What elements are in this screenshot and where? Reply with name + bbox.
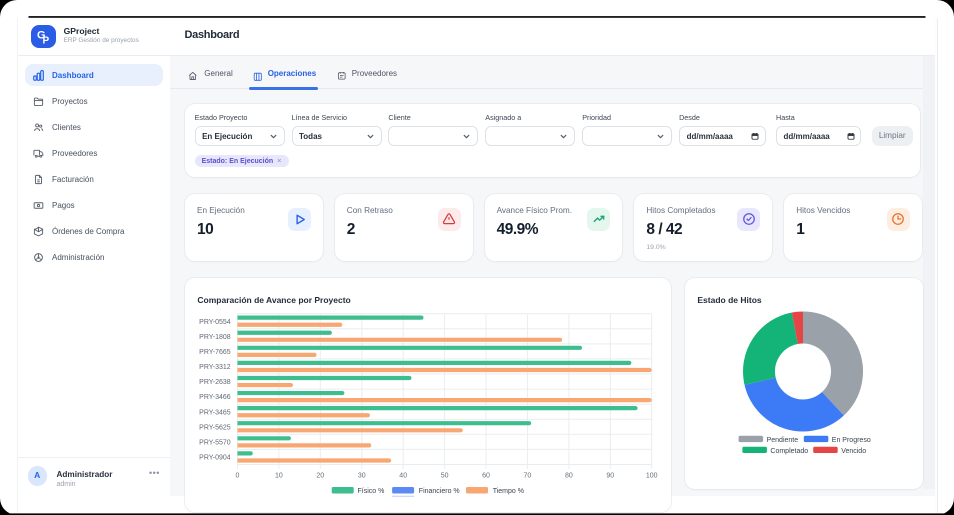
svg-text:80: 80 bbox=[565, 473, 573, 480]
svg-text:PRY-0904: PRY-0904 bbox=[199, 455, 231, 462]
svg-text:60: 60 bbox=[482, 473, 490, 480]
svg-text:Físico %: Físico % bbox=[358, 488, 385, 495]
svg-text:Financiero %: Financiero % bbox=[419, 488, 460, 495]
svg-text:PRY-1808: PRY-1808 bbox=[199, 334, 231, 341]
svg-text:0: 0 bbox=[236, 473, 240, 480]
svg-text:PRY-5570: PRY-5570 bbox=[199, 440, 231, 447]
svg-text:PRY-7665: PRY-7665 bbox=[199, 349, 231, 356]
svg-text:70: 70 bbox=[524, 473, 532, 480]
svg-text:Tiempo %: Tiempo % bbox=[493, 488, 524, 495]
svg-text:30: 30 bbox=[358, 473, 366, 480]
svg-text:Completado: Completado bbox=[770, 448, 808, 455]
svg-text:100: 100 bbox=[646, 473, 658, 480]
svg-text:P: P bbox=[43, 35, 50, 46]
svg-text:10: 10 bbox=[275, 473, 283, 480]
svg-text:50: 50 bbox=[441, 473, 449, 480]
svg-text:90: 90 bbox=[606, 473, 614, 480]
svg-text:Vencido: Vencido bbox=[841, 448, 866, 455]
svg-text:PRY-3465: PRY-3465 bbox=[199, 410, 231, 417]
svg-text:PRY-5625: PRY-5625 bbox=[199, 425, 231, 432]
svg-text:PRY-3312: PRY-3312 bbox=[199, 364, 231, 371]
svg-text:PRY-3466: PRY-3466 bbox=[199, 395, 231, 402]
svg-text:40: 40 bbox=[399, 473, 407, 480]
svg-text:20: 20 bbox=[316, 473, 324, 480]
svg-text:En Progreso: En Progreso bbox=[832, 437, 871, 444]
svg-text:PRY-0554: PRY-0554 bbox=[199, 319, 231, 326]
svg-text:Pendiente: Pendiente bbox=[767, 437, 799, 444]
svg-text:PRY-2638: PRY-2638 bbox=[199, 380, 231, 387]
